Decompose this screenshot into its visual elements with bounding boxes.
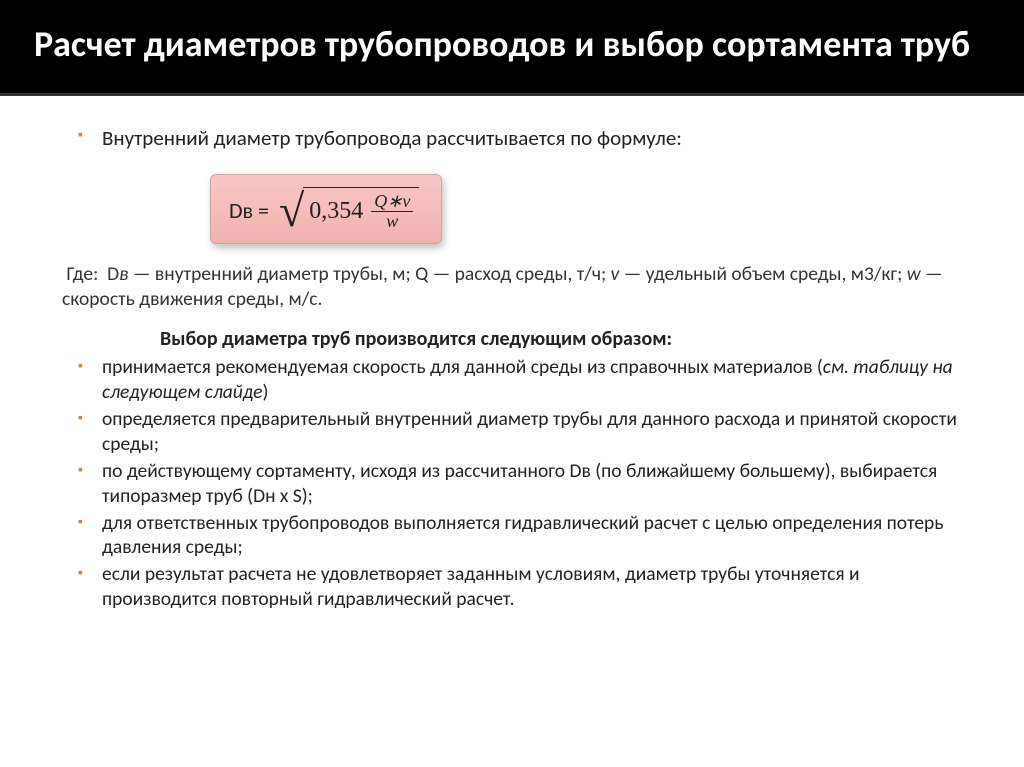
steps-list: принимается рекомендуемая скорость для д…	[78, 355, 964, 613]
subheading: Выбор диаметра труб производится следующ…	[160, 327, 964, 351]
sqrt-body: 0,354 Q∗v w	[303, 187, 419, 233]
formula-coef: 0,354	[309, 198, 363, 225]
sqrt: √ 0,354 Q∗v w	[279, 187, 419, 233]
fraction: Q∗v w	[371, 192, 413, 231]
list-item: для ответственных трубопроводов выполняе…	[78, 511, 964, 561]
formula-box: Dв = √ 0,354 Q∗v w	[210, 174, 442, 244]
formula: Dв = √ 0,354 Q∗v w	[229, 187, 419, 233]
list-item: если результат расчета не удовлетворяет …	[78, 562, 964, 612]
intro-list: Внутренний диаметр трубопровода рассчиты…	[78, 124, 964, 152]
fraction-den: w	[383, 212, 401, 231]
slide-content: Внутренний диаметр трубопровода рассчиты…	[0, 96, 1024, 634]
fraction-num: Q∗v	[371, 192, 413, 212]
list-item: принимается рекомендуемая скорость для д…	[78, 355, 964, 405]
list-item: определяется предварительный внутренний …	[78, 407, 964, 457]
list-item: по действующему сортаменту, исходя из ра…	[78, 459, 964, 509]
formula-lhs: Dв =	[229, 197, 269, 224]
title-bar: Расчет диаметров трубопроводов и выбор с…	[0, 0, 1024, 96]
slide-title: Расчет диаметров трубопроводов и выбор с…	[34, 22, 990, 67]
where-legend: Где: Dв — внутренний диаметр трубы, м; Q…	[60, 262, 964, 313]
sqrt-sign-icon: √	[279, 190, 304, 236]
intro-bullet: Внутренний диаметр трубопровода рассчиты…	[78, 124, 964, 152]
